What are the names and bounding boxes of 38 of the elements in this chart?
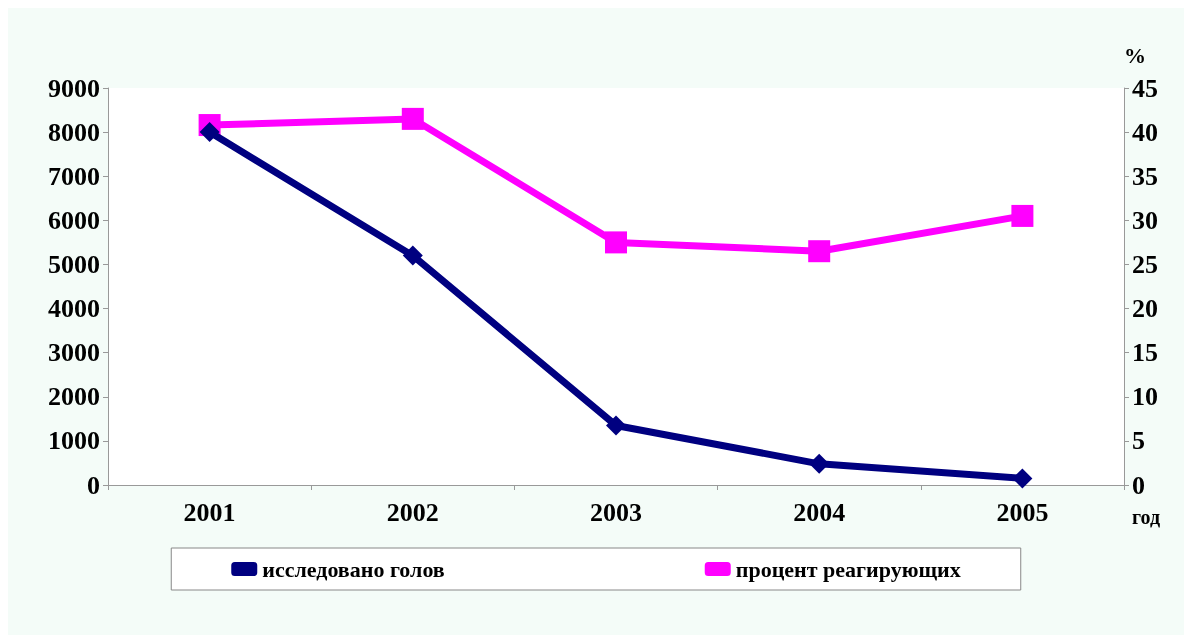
point <box>402 245 423 266</box>
x-axis-title: год <box>1132 506 1161 528</box>
x-tick-label: 2003 <box>590 497 642 527</box>
point <box>808 240 831 263</box>
y-tick-label: 2000 <box>48 382 100 412</box>
legend-label: процент реагирующих <box>735 556 961 582</box>
point <box>606 415 626 436</box>
y2-tick-label: 30 <box>1132 205 1158 235</box>
x-tick-label: 2004 <box>793 497 846 527</box>
y2-tick-label: 45 <box>1132 73 1158 103</box>
y2-tick-label: 10 <box>1132 382 1158 412</box>
y-tick-label: 8000 <box>48 117 100 147</box>
point <box>1012 468 1033 489</box>
y2-tick-label: 5 <box>1132 426 1145 456</box>
x-tick-label: 2005 <box>996 497 1049 527</box>
y2-tick-label: 35 <box>1132 161 1158 191</box>
point <box>605 231 627 254</box>
y2-tick-label: 0 <box>1132 470 1145 500</box>
y2-tick-label: 40 <box>1132 117 1158 147</box>
y2-tick-label: 25 <box>1132 249 1158 279</box>
x-tick-label: 2002 <box>386 497 439 527</box>
y-tick-label: 9000 <box>48 73 100 103</box>
y-tick-label: 7000 <box>48 161 100 191</box>
y-tick-label: 1000 <box>48 426 100 456</box>
x-tick-label: 2001 <box>183 497 236 527</box>
y-tick-label: 3000 <box>48 338 100 368</box>
point <box>809 453 830 474</box>
y2-axis-title: % <box>1124 42 1146 68</box>
y2-tick-label: 20 <box>1132 294 1158 324</box>
point <box>401 107 424 130</box>
legend-label: исследовано голов <box>262 556 445 582</box>
point <box>199 122 220 143</box>
y-tick-label: 6000 <box>48 205 100 235</box>
point <box>1011 204 1034 227</box>
y-tick-label: 5000 <box>48 249 100 279</box>
y2-tick-label: 15 <box>1132 338 1158 368</box>
y-tick-label: 0 <box>87 470 100 500</box>
y-tick-label: 4000 <box>48 294 100 324</box>
